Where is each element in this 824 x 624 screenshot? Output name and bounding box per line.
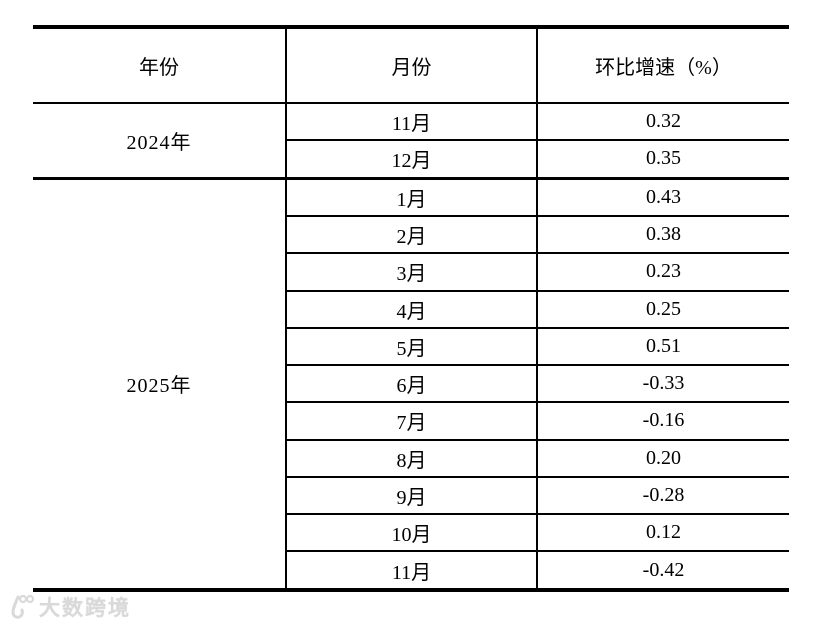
value-cell: 0.32 (536, 101, 789, 142)
monthly-growth-table: 年份 月份 环比增速（%） 2024年 11月 0.32 12月 0.35 20… (33, 25, 789, 592)
growth-table-container: 年份 月份 环比增速（%） 2024年 11月 0.32 12月 0.35 20… (33, 25, 789, 592)
table-row: 11月 -0.42 (33, 550, 789, 591)
table-row: 4月 0.25 (33, 289, 789, 329)
month-cell: 2月 (285, 215, 538, 255)
month-cell: 4月 (285, 289, 538, 329)
header-year: 年份 (33, 26, 287, 104)
table-row: 10月 0.12 (33, 513, 789, 553)
value-cell: -0.16 (536, 401, 789, 441)
table-row: 2024年 11月 0.32 (33, 101, 789, 180)
month-cell: 5月 (285, 326, 538, 367)
month-cell: 12月 (285, 139, 538, 180)
value-cell: 0.23 (536, 252, 789, 292)
table-row: 2025年 1月 0.43 (33, 176, 789, 591)
table-row: 7月 -0.16 (33, 401, 789, 441)
value-cell: 0.12 (536, 513, 789, 553)
month-cell: 3月 (285, 252, 538, 292)
table-row: 5月 0.51 (33, 326, 789, 367)
month-cell: 7月 (285, 401, 538, 441)
month-cell: 11月 (285, 550, 538, 591)
month-cell: 10月 (285, 513, 538, 553)
month-cell: 11月 (285, 101, 538, 142)
year-cell-2025: 2025年 (33, 176, 287, 591)
value-cell: -0.42 (536, 550, 789, 591)
table-row: 9月 -0.28 (33, 475, 789, 516)
table-row: 2月 0.38 (33, 215, 789, 255)
year-cell-2024: 2024年 (33, 101, 287, 180)
table-row: 6月 -0.33 (33, 364, 789, 404)
table-row: 3月 0.23 (33, 252, 789, 292)
month-cell: 9月 (285, 475, 538, 516)
value-cell: -0.33 (536, 364, 789, 404)
table-row: 12月 0.35 (33, 139, 789, 180)
month-cell: 1月 (285, 176, 538, 218)
header-growth: 环比增速（%） (536, 26, 789, 104)
table-row: 8月 0.20 (33, 438, 789, 478)
month-cell: 8月 (285, 438, 538, 478)
watermark: 大数跨境 (5, 592, 131, 622)
value-cell: -0.28 (536, 475, 789, 516)
value-cell: 0.25 (536, 289, 789, 329)
value-cell: 0.20 (536, 438, 789, 478)
hundred-logo-icon (5, 592, 35, 622)
header-row: 年份 月份 环比增速（%） (33, 26, 789, 104)
month-cell: 6月 (285, 364, 538, 404)
header-month: 月份 (285, 26, 538, 104)
value-cell: 0.43 (536, 176, 789, 218)
value-cell: 0.51 (536, 326, 789, 367)
value-cell: 0.38 (536, 215, 789, 255)
watermark-text: 大数跨境 (39, 597, 131, 620)
value-cell: 0.35 (536, 139, 789, 180)
